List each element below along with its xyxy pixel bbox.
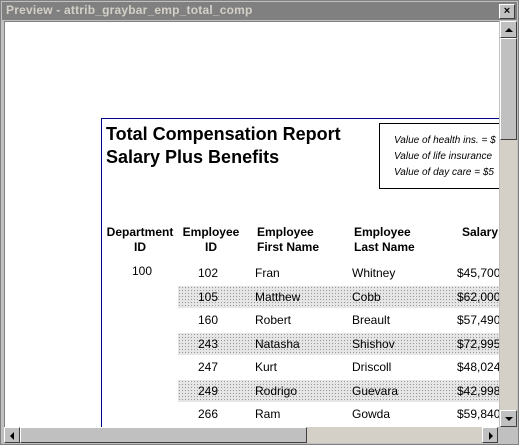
- arrow-right-icon: [489, 432, 493, 440]
- preview-canvas[interactable]: Total Compensation Report Salary Plus Be…: [4, 21, 499, 427]
- last-name-cell: Whitney: [352, 266, 396, 280]
- salary-cell: $72,995: [457, 336, 499, 351]
- window-title: Preview - attrib_graybar_emp_total_comp: [6, 3, 253, 17]
- header-text: Employee: [182, 225, 240, 239]
- header-text: ID: [134, 240, 146, 254]
- note-health: Value of health ins. = $: [394, 135, 496, 146]
- header-text: Employee: [257, 225, 314, 239]
- last-name-cell: Guevara: [352, 383, 399, 398]
- table-row: 266 Ram Gowda $59,840: [178, 403, 499, 425]
- header-text: ID: [205, 240, 217, 254]
- first-name-cell: Robert: [255, 313, 292, 327]
- employee-id-cell: 249: [198, 383, 219, 398]
- salary-cell: $57,490: [457, 313, 499, 327]
- table-row: 105 Matthew Cobb $62,000: [178, 285, 499, 308]
- header-employee-id: Employee ID: [180, 225, 242, 255]
- vertical-scrollbar[interactable]: [500, 21, 517, 427]
- header-text: Department: [106, 225, 174, 239]
- table-row: 249 Rodrigo Guevara $42,998: [178, 379, 499, 402]
- last-name-cell: Gowda: [352, 407, 391, 421]
- header-text: First Name: [257, 240, 320, 254]
- first-name-cell: Ram: [255, 407, 281, 421]
- header-first-name: Employee First Name: [257, 225, 319, 255]
- scrollbar-corner: [500, 427, 517, 443]
- salary-cell: $42,998: [457, 383, 499, 398]
- employee-id-cell: 105: [198, 289, 219, 304]
- vertical-scroll-thumb[interactable]: [500, 38, 517, 140]
- scroll-up-button[interactable]: [500, 21, 517, 38]
- title-bar[interactable]: Preview - attrib_graybar_emp_total_comp …: [2, 2, 517, 20]
- scroll-left-button[interactable]: [4, 427, 20, 443]
- header-department-id: Department ID: [105, 225, 175, 255]
- arrow-up-icon: [505, 28, 513, 32]
- table-row: 243 Natasha Shishov $72,995: [178, 332, 499, 355]
- report-title-line1: Total Compensation Report: [106, 124, 341, 144]
- table-row: 102 Fran Whitney $45,700: [178, 262, 499, 284]
- employee-id-cell: 102: [198, 266, 219, 280]
- report-title: Total Compensation Report Salary Plus Be…: [106, 123, 341, 169]
- horizontal-scrollbar[interactable]: [4, 427, 498, 443]
- salary-cell: $59,840: [457, 407, 499, 421]
- last-name-cell: Shishov: [352, 336, 395, 351]
- employee-id-cell: 160: [198, 313, 219, 327]
- note-life: Value of life insurance: [394, 151, 493, 162]
- first-name-cell: Natasha: [255, 336, 300, 351]
- table-row: 247 Kurt Driscoll $48,024: [178, 356, 499, 378]
- benefit-notes-box: Value of health ins. = $ Value of life i…: [379, 123, 499, 189]
- close-icon: ×: [503, 5, 511, 17]
- employee-id-cell: 266: [198, 407, 219, 421]
- note-daycare: Value of day care = $5: [394, 167, 494, 178]
- arrow-left-icon: [10, 432, 14, 440]
- report-page: Total Compensation Report Salary Plus Be…: [101, 118, 499, 427]
- last-name-cell: Driscoll: [352, 360, 392, 374]
- scroll-down-button[interactable]: [500, 410, 517, 427]
- scroll-right-button[interactable]: [482, 427, 498, 443]
- report-title-line2: Salary Plus Benefits: [106, 147, 280, 167]
- header-text: Employee: [354, 225, 411, 239]
- employee-id-cell: 247: [198, 360, 219, 374]
- horizontal-scroll-thumb[interactable]: [20, 427, 307, 443]
- header-last-name: Employee Last Name: [354, 225, 415, 255]
- salary-cell: $45,700: [457, 266, 499, 280]
- salary-cell: $48,024: [457, 360, 499, 374]
- close-button[interactable]: ×: [499, 4, 515, 19]
- arrow-down-icon: [505, 417, 513, 421]
- employee-id-cell: 243: [198, 336, 219, 351]
- first-name-cell: Rodrigo: [255, 383, 298, 398]
- last-name-cell: Cobb: [352, 289, 381, 304]
- department-id-value: 100: [132, 264, 153, 278]
- first-name-cell: Matthew: [255, 289, 301, 304]
- table-row: 160 Robert Breault $57,490: [178, 309, 499, 331]
- first-name-cell: Kurt: [255, 360, 278, 374]
- salary-cell: $62,000: [457, 289, 499, 304]
- last-name-cell: Breault: [352, 313, 391, 327]
- first-name-cell: Fran: [255, 266, 280, 280]
- header-text: Last Name: [354, 240, 415, 254]
- header-salary: Salary: [462, 225, 499, 239]
